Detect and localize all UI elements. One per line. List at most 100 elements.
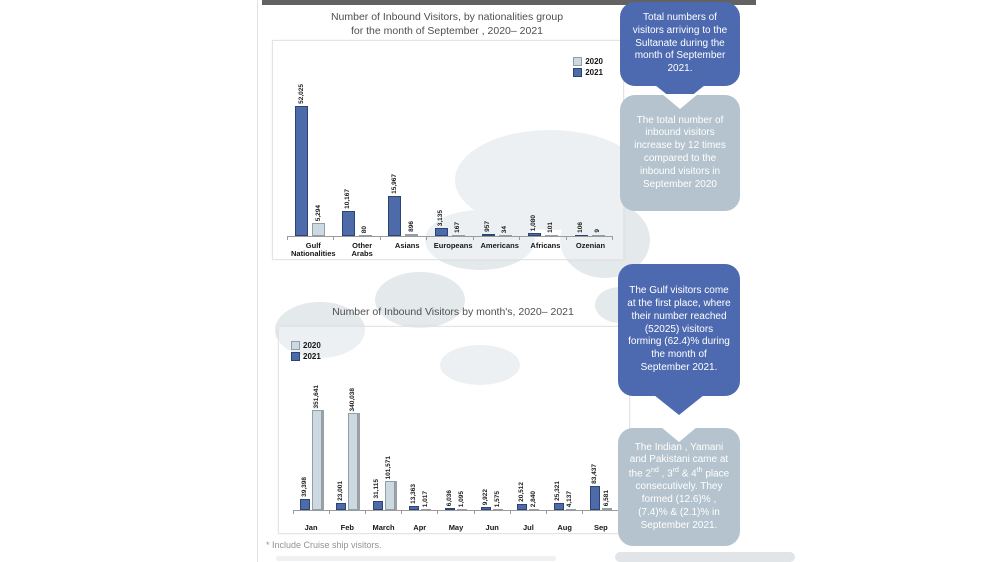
legend-label: 2020	[585, 57, 603, 66]
callout-total-visitors: Total numbers of visitors arriving to th…	[620, 2, 740, 105]
bar-column-2021-feb: 23,001	[336, 481, 347, 510]
bar-group-africans: 1,080 101	[520, 215, 567, 236]
legend-swatch-2021	[573, 68, 583, 77]
legend-swatch-2020	[573, 57, 583, 66]
chart-months-title-line1: Number of Inbound Visitors by month's, 2…	[332, 306, 574, 318]
chart-nationalities-legend: 2020 2021	[573, 57, 603, 77]
bar-value-label: 106	[577, 222, 584, 233]
bar-2020-sep	[601, 508, 612, 510]
bar-value-label: 31,115	[373, 479, 381, 499]
bar-group-jan: 39,398 351,641	[293, 385, 329, 510]
bar-2020-europeans	[452, 235, 466, 236]
axis-tick	[330, 511, 367, 514]
legend-item-2020: 2020	[573, 57, 603, 66]
category-label-may: May	[448, 522, 464, 532]
bar-value-label: 4,137	[566, 490, 574, 507]
bar-value-label: 34	[500, 225, 508, 233]
axis-tick	[287, 237, 335, 240]
bar-group-march: 31,115 101,571	[365, 456, 401, 510]
bar-value-label: 25,321	[554, 481, 562, 501]
bar-column-2020-ozenian: 9	[591, 229, 605, 236]
category-label-gulf-nationalities: Gulf Nationalities	[291, 240, 336, 258]
bar-column-2020-africans: 101	[545, 222, 559, 236]
category-label-ozenian: Ozenian	[575, 240, 606, 250]
bar-column-2020-apr: 1,017	[420, 490, 431, 510]
bar-value-label: 1,080	[530, 214, 538, 231]
bar-2021-aug	[553, 503, 564, 510]
bar-value-label: 13,363	[409, 484, 417, 504]
chart-months-panel: 2020 2021 39,398 351,641 23,001 340,038 31,11…	[278, 326, 630, 534]
bar-column-2020-europeans: 167	[452, 222, 466, 236]
chart-nationalities-axis-ticks	[287, 237, 613, 240]
bar-value-label: 340,038	[349, 387, 357, 412]
axis-tick	[474, 237, 521, 240]
bar-2020-march	[384, 481, 395, 510]
bar-column-2021-europeans: 3,135	[435, 210, 449, 236]
page-bottom-shadow-left	[276, 556, 556, 561]
legend-swatch-2020	[291, 341, 300, 350]
bar-column-2021-africans: 1,080	[528, 214, 542, 236]
category-label-other-arabs: Other Arabs	[351, 240, 373, 258]
bar-group-ozenian: 106 9	[566, 222, 613, 236]
bar-value-label: 10,167	[344, 189, 352, 209]
bar-column-2021-asians: 15,967	[388, 174, 402, 236]
category-label-apr: Apr	[413, 522, 427, 532]
chart-nationalities-title-line2: for the month of September , 2020– 2021	[350, 25, 544, 38]
bar-column-2020-jun: 1,575	[493, 490, 504, 510]
bar-group-gulf-nationalities: 52,025 5,294	[287, 84, 334, 236]
bar-2021-gulf-nationalities	[295, 106, 309, 236]
bar-value-label: 52,025	[297, 84, 305, 104]
category-label-jan: Jan	[304, 522, 318, 532]
bar-value-label: 1,575	[493, 490, 501, 507]
bar-column-2021-march: 31,115	[372, 479, 383, 510]
bar-2020-americans	[498, 235, 512, 236]
callout-gulf-first-place-text: The Gulf visitors come at the first plac…	[627, 285, 731, 373]
bar-column-2021-apr: 13,363	[408, 484, 419, 510]
bar-column-2021-ozenian: 106	[574, 222, 588, 236]
bar-2020-apr	[420, 509, 431, 510]
category-label-sep: Sep	[593, 522, 608, 532]
bar-value-label: 23,001	[337, 481, 345, 501]
bar-column-2021-jan: 39,398	[300, 477, 311, 510]
axis-tick	[475, 511, 511, 514]
bar-group-asians: 15,967 896	[380, 174, 427, 236]
bar-group-may: 6,036 1,095	[438, 490, 474, 510]
bar-value-label: 1,017	[421, 490, 429, 507]
bar-2021-apr	[408, 506, 419, 510]
chart-months-category-axis: Jan Feb March Apr May Jun Jul Aug Sep	[293, 522, 619, 532]
bar-value-label: 957	[483, 221, 491, 232]
footnote: * Include Cruise ship visitors.	[266, 540, 382, 550]
page-top-shadow	[262, 0, 756, 5]
bar-column-2020-other-arabs: 80	[358, 225, 372, 236]
bar-value-label: 9,922	[481, 488, 489, 505]
bar-2020-aug	[565, 509, 576, 510]
axis-tick	[547, 511, 583, 514]
callout-increase-12-times: The total number of inbound visitors inc…	[620, 94, 740, 211]
axis-tick	[366, 511, 403, 514]
category-label-aug: Aug	[557, 522, 572, 532]
bar-2020-asians	[405, 234, 419, 236]
callout-total-visitors-text: Total numbers of visitors arriving to th…	[632, 12, 728, 75]
bar-group-feb: 23,001 340,038	[329, 387, 365, 510]
bar-column-2021-jul: 20,512	[517, 482, 528, 510]
bar-column-2020-sep: 6,581	[601, 490, 612, 510]
bar-2020-jul	[529, 509, 540, 510]
legend-item-2020: 2020	[291, 341, 321, 350]
bar-column-2020-asians: 896	[405, 221, 419, 236]
bar-2021-march	[372, 501, 383, 510]
bar-value-label: 896	[407, 221, 415, 232]
bar-value-label: 5,294	[314, 204, 322, 221]
axis-tick	[402, 511, 439, 514]
bar-value-label: 80	[361, 225, 369, 233]
axis-tick	[334, 237, 381, 240]
category-label-africans: Africans	[530, 240, 561, 250]
callout-gulf-first-place: The Gulf visitors come at the first plac…	[618, 264, 740, 415]
legend-label: 2021	[585, 68, 603, 77]
bar-group-americans: 957 34	[473, 221, 520, 236]
chart-nationalities-plot: 52,025 5,294 10,167 80 15,967 896 3,135 167 957 3…	[287, 60, 613, 237]
bar-column-2021-other-arabs: 10,167	[341, 189, 355, 236]
bar-2021-may	[444, 508, 455, 510]
bar-2021-ozenian	[574, 235, 588, 236]
axis-tick	[520, 237, 567, 240]
